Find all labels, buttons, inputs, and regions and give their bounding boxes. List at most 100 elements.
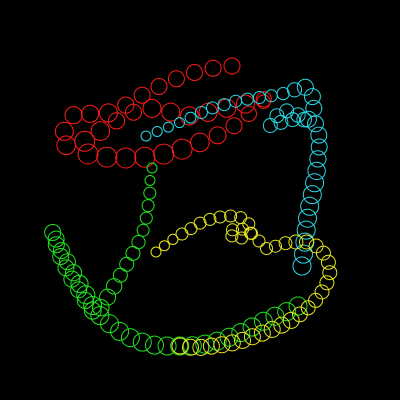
green-trail-ring: [64, 264, 83, 282]
yellow-trail-ring: [224, 209, 238, 223]
cyan-trail-ring: [303, 88, 321, 106]
red-trail-ring: [208, 126, 227, 145]
green-trail-ring: [83, 296, 103, 315]
cyan-trail-ring: [184, 111, 197, 124]
cyan-trail-ring: [162, 121, 174, 133]
red-trail-ring: [161, 102, 181, 122]
red-trail-ring: [153, 143, 175, 165]
cyan-trail-ring: [286, 82, 303, 98]
cyan-trail-ring: [292, 256, 312, 276]
green-trail-ring: [125, 245, 141, 261]
cyan-trail-ring: [285, 112, 301, 128]
yellow-trail-ring: [158, 240, 170, 252]
red-trail-ring: [90, 121, 111, 141]
red-trail-ring: [56, 135, 76, 156]
yellow-trail-ring: [319, 275, 335, 291]
green-trail-ring: [92, 299, 110, 317]
green-trail-ring: [242, 317, 262, 337]
yellow-trail-ring: [175, 227, 189, 241]
yellow-trail-ring: [282, 311, 300, 329]
yellow-trail-ring: [278, 236, 293, 251]
yellow-trail-ring: [171, 337, 189, 355]
cyan-trail-ring: [302, 185, 322, 205]
green-trail-ring: [288, 296, 308, 316]
cyan-trail-ring: [307, 161, 326, 181]
red-trail-ring: [150, 78, 168, 95]
red-trail-ring: [115, 147, 137, 169]
red-trail-ring: [134, 146, 156, 168]
red-trail-ring: [133, 86, 151, 104]
green-trail-ring: [76, 285, 96, 305]
cyan-trail-ring: [296, 220, 316, 240]
red-trail-ring: [240, 105, 258, 123]
cyan-trail-ring: [262, 118, 278, 133]
red-trail-ring: [217, 98, 237, 118]
red-trail-ring: [77, 143, 99, 165]
green-trail-ring: [157, 336, 177, 356]
yellow-trail-ring: [193, 216, 207, 230]
yellow-trail-ring: [150, 246, 162, 258]
green-trail-ring: [100, 314, 119, 334]
red-trail-ring: [171, 138, 193, 160]
yellow-trail-ring: [167, 233, 179, 245]
red-trail: [54, 57, 272, 169]
green-trail-ring: [119, 256, 135, 272]
cyan-trail-ring: [310, 138, 328, 156]
green-trail-ring: [207, 331, 227, 351]
cyan-trail-ring: [194, 106, 208, 119]
green-trail-ring: [170, 336, 190, 356]
cyan-trail-ring: [310, 126, 328, 144]
green-trail-ring: [277, 302, 297, 322]
green-trail-ring: [120, 328, 140, 348]
yellow-trail-ring: [245, 227, 258, 240]
red-trail-ring: [167, 70, 185, 88]
red-trail-ring: [74, 130, 96, 152]
yellow-trail-ring: [320, 254, 336, 270]
red-trail-ring: [64, 106, 83, 125]
yellow-trail-ring: [213, 336, 231, 354]
red-trail-ring: [223, 57, 241, 75]
cyan-trail-ring: [294, 244, 313, 264]
red-trail-ring: [190, 132, 210, 153]
green-trail-ring: [231, 323, 251, 343]
red-trail-ring: [54, 121, 74, 141]
red-trail-ring: [204, 59, 222, 77]
cyan-trail: [140, 78, 328, 276]
yellow-trail-ring: [260, 242, 273, 255]
green-trail-ring: [146, 162, 158, 174]
green-trail-ring: [112, 267, 128, 283]
green-trail-ring: [47, 236, 65, 254]
red-trail-ring: [81, 104, 100, 123]
yellow-trail-ring: [273, 316, 291, 334]
yellow-trail-ring: [253, 324, 271, 342]
cyan-trail-ring: [298, 208, 317, 228]
cyan-trail-ring: [296, 78, 314, 96]
yellow-trail-ring: [299, 234, 314, 250]
cyan-trail-ring: [140, 130, 152, 142]
red-trail-ring: [179, 106, 199, 126]
green-trail-ring: [132, 332, 152, 352]
green-trail-ring: [136, 223, 150, 237]
yellow-trail-ring: [203, 212, 217, 226]
yellow-trail-ring: [202, 337, 220, 355]
yellow-trail-ring: [234, 331, 251, 349]
cyan-trail-ring: [273, 114, 289, 130]
green-trail-ring: [52, 248, 70, 265]
yellow-trail-ring: [226, 223, 239, 237]
cyan-trail-ring: [309, 150, 327, 168]
green-trail-ring: [145, 335, 164, 355]
red-trail-ring: [107, 112, 126, 130]
yellow-trail-ring: [315, 245, 331, 261]
cyan-trail-ring: [305, 173, 325, 193]
green-trail-ring: [144, 175, 156, 186]
yellow-trail-ring: [300, 300, 316, 316]
yellow-trail-ring: [288, 234, 304, 250]
cyan-trail-ring: [307, 115, 324, 133]
yellow-trail-ring: [252, 234, 266, 248]
yellow-trail-ring: [322, 265, 338, 281]
green-trail-ring: [70, 274, 89, 293]
green-trail-ring: [141, 199, 155, 213]
yellow-trail-ring: [243, 328, 261, 346]
yellow-trail: [150, 209, 338, 356]
